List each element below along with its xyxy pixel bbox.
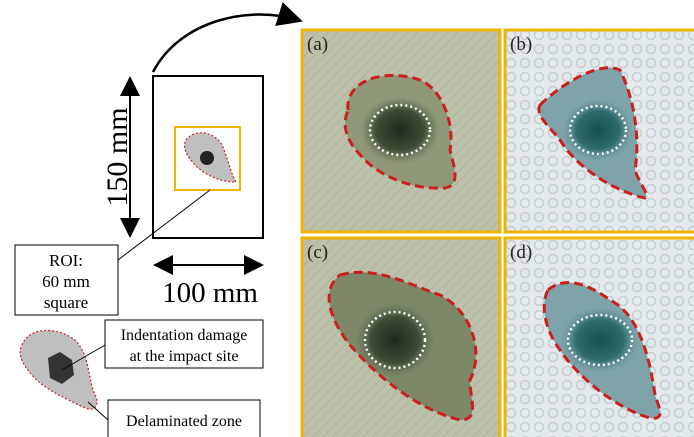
roi-text: 60 mm <box>42 272 90 291</box>
panel-label: (d) <box>510 242 532 263</box>
leader <box>88 402 108 420</box>
figure: 150 mm 100 mm ROI: 60 mm square Indentat… <box>0 0 694 437</box>
mini-indent <box>200 151 214 165</box>
panel <box>505 238 694 437</box>
delam-text: Delaminated zone <box>126 413 242 430</box>
roi-text: ROI: <box>49 251 83 270</box>
panel <box>302 30 500 232</box>
panel-label: (c) <box>307 242 328 263</box>
panel <box>302 238 500 437</box>
indent-text: at the impact site <box>130 348 239 365</box>
height-label: 150 mm <box>101 107 134 206</box>
roi-text: square <box>44 293 88 312</box>
panel-label: (b) <box>510 34 532 55</box>
panel-label: (a) <box>307 34 328 55</box>
panel <box>505 30 694 232</box>
indent-text: Indentation damage <box>121 327 248 344</box>
zoom-arrow <box>153 14 298 72</box>
width-label: 100 mm <box>162 277 258 309</box>
